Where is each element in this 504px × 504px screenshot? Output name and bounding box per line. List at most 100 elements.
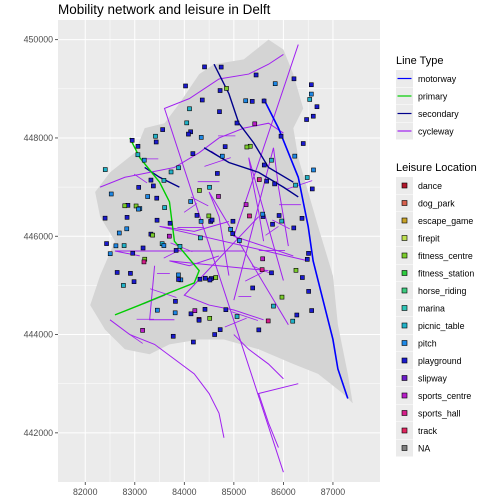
leisure-marker [309,186,315,192]
point-legend-label: dog_park [418,199,455,209]
leisure-marker [250,285,255,291]
leisure-marker [135,143,141,149]
leisure-marker [234,120,240,126]
point-legend-swatch [401,445,408,451]
line-legend-label: primary [418,92,448,102]
leisure-marker [124,215,130,220]
line-legend-label: secondary [418,109,459,119]
y-tick-label: 448000 [24,133,53,143]
leisure-marker [192,308,198,313]
leisure-marker [311,167,316,173]
leisure-marker [304,257,310,262]
leisure-marker [190,151,196,156]
leisure-marker [124,226,130,232]
leisure-marker [197,188,202,193]
leisure-marker [153,133,158,139]
leisure-marker [270,221,275,227]
leisure-marker [271,303,276,309]
x-tick-label: 87000 [321,487,346,497]
leisure-marker [154,195,160,201]
leisure-marker [161,178,167,183]
leisure-marker [173,248,179,253]
line-legend-label: motorway [418,74,457,84]
leisure-marker [113,243,119,249]
line-legend-label: cycleway [418,127,454,137]
line-type-legend: Line Type motorway primary secondary cyclewa… [396,55,459,140]
leisure-marker [306,251,311,256]
leisure-marker [300,141,306,146]
point-legend-label: firepit [418,234,440,244]
point-legend-swatch [401,287,408,294]
leisure-marker [183,83,188,89]
leisure-marker [256,177,262,182]
leisure-marker [170,333,176,339]
leisure-marker [278,133,284,139]
leisure-marker [108,191,114,197]
leisure-marker [247,213,252,219]
point-legend-label: pitch [418,339,437,349]
leisure-marker [187,106,192,112]
leisure-marker [217,88,223,93]
leisure-marker [166,233,172,239]
leisure-marker [206,213,212,219]
leisure-marker [314,104,320,110]
leisure-marker [145,194,150,199]
cycleway-segment [224,317,247,328]
point-legend-label: horse_riding [418,286,467,296]
leisure-marker [130,250,136,256]
cycleway-line [208,191,289,325]
leisure-marker [203,275,208,281]
y-tick-label: 446000 [24,231,53,241]
cycleway-line [183,216,264,321]
leisure-marker [252,121,258,127]
map-panel [58,20,380,482]
leisure-marker [265,318,271,324]
point-legend-swatch [401,217,408,224]
y-tick-label: 450000 [24,35,53,45]
leisure-marker [272,81,278,86]
cycleway-line [169,255,269,272]
leisure-marker [260,211,265,217]
leisure-marker [135,152,141,158]
cycleway-segment [129,334,143,344]
leisure-marker [217,109,222,114]
leisure-marker [162,205,167,210]
y-axis: 442000 444000 446000 448000 450000 [24,35,58,438]
leisure-marker [140,328,145,333]
leisure-marker [293,267,299,273]
leisure-marker [310,113,316,119]
leisure-marker [172,310,178,316]
point-legend-swatch [401,375,408,381]
cycleway-line [159,221,309,262]
leisure-marker [160,127,165,132]
leisure-marker [290,318,296,324]
leisure-marker [140,245,146,251]
leisure-marker [260,256,265,262]
leisure-marker [216,194,221,199]
point-legend-swatch [401,182,408,189]
cycleway-line [248,157,284,281]
leisure-marker [218,64,224,70]
leisure-marker [150,232,155,238]
point-legend-label: fitness_centre [418,251,473,261]
leisure-marker [133,203,139,209]
leisure-marker [244,144,250,150]
leisure-marker [304,175,310,180]
leisure-marker [198,135,204,140]
point-legend-swatch [401,270,408,276]
point-legend-title: Leisure Location [396,162,477,174]
leisure-marker [300,275,305,280]
leisure-marker [249,99,255,104]
plot-title: Mobility network and leisure in Delft [58,2,271,17]
point-legend-swatch [401,392,408,399]
cycleway-segment [150,288,177,298]
y-tick-label: 442000 [24,428,53,438]
leisure-marker [261,162,267,168]
point-legend-swatch [401,410,408,416]
cycleway-segment [272,219,290,230]
cycleway-segment [245,271,263,282]
leisure-marker [308,91,314,97]
leisure-marker [219,153,225,159]
leisure-marker [188,199,194,204]
